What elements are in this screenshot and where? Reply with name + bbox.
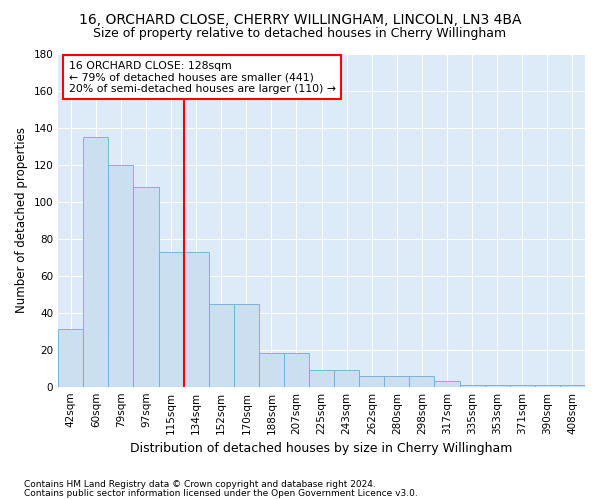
Text: Contains HM Land Registry data © Crown copyright and database right 2024.: Contains HM Land Registry data © Crown c…: [24, 480, 376, 489]
Bar: [309, 370, 334, 386]
Bar: [535, 385, 560, 386]
Text: Contains public sector information licensed under the Open Government Licence v3: Contains public sector information licen…: [24, 488, 418, 498]
Bar: [409, 376, 434, 386]
Bar: [385, 376, 409, 386]
Bar: [259, 354, 284, 386]
Bar: [460, 385, 485, 386]
Bar: [133, 187, 158, 386]
Bar: [284, 354, 309, 386]
Bar: [434, 381, 460, 386]
Bar: [510, 385, 535, 386]
Bar: [234, 304, 259, 386]
Bar: [184, 252, 209, 386]
Bar: [83, 137, 109, 386]
Bar: [209, 304, 234, 386]
Bar: [158, 252, 184, 386]
Bar: [58, 330, 83, 386]
Bar: [109, 165, 133, 386]
Bar: [359, 376, 385, 386]
Text: Size of property relative to detached houses in Cherry Willingham: Size of property relative to detached ho…: [94, 28, 506, 40]
X-axis label: Distribution of detached houses by size in Cherry Willingham: Distribution of detached houses by size …: [130, 442, 513, 455]
Bar: [560, 385, 585, 386]
Bar: [485, 385, 510, 386]
Text: 16 ORCHARD CLOSE: 128sqm
← 79% of detached houses are smaller (441)
20% of semi-: 16 ORCHARD CLOSE: 128sqm ← 79% of detach…: [69, 60, 336, 94]
Bar: [334, 370, 359, 386]
Text: 16, ORCHARD CLOSE, CHERRY WILLINGHAM, LINCOLN, LN3 4BA: 16, ORCHARD CLOSE, CHERRY WILLINGHAM, LI…: [79, 12, 521, 26]
Y-axis label: Number of detached properties: Number of detached properties: [15, 128, 28, 314]
